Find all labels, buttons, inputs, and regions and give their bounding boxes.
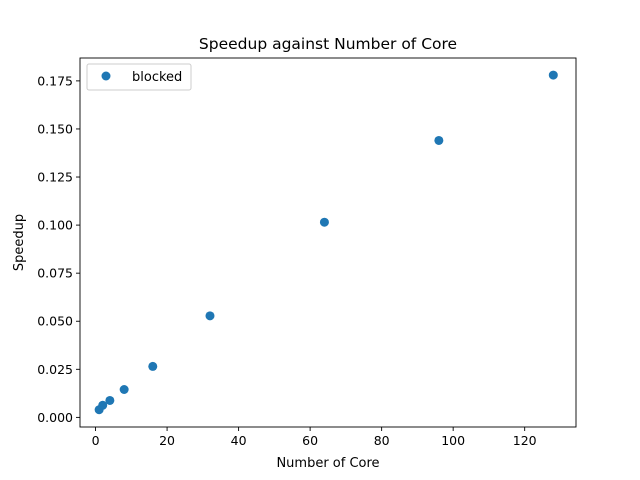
y-tick-label: 0.050 xyxy=(37,314,73,329)
y-axis-ticks: 0.000 0.025 0.050 0.075 0.100 0.125 0.150 0.175 xyxy=(37,73,80,425)
y-tick-label: 0.075 xyxy=(37,266,73,281)
y-tick-label: 0.025 xyxy=(37,362,73,377)
y-tick-label: 0.100 xyxy=(37,218,73,233)
x-tick-label: 100 xyxy=(441,433,465,448)
data-point xyxy=(105,395,115,405)
legend-marker-blocked xyxy=(101,71,111,81)
x-tick-label: 0 xyxy=(92,433,100,448)
x-tick-label: 20 xyxy=(159,433,175,448)
y-tick-label: 0.150 xyxy=(37,121,73,136)
y-tick-label: 0.175 xyxy=(37,73,73,88)
chart-title: Speedup against Number of Core xyxy=(199,35,457,53)
data-point xyxy=(119,385,129,395)
plot-frame xyxy=(79,57,577,428)
legend: blocked xyxy=(86,63,192,91)
x-tick-label: 120 xyxy=(513,433,537,448)
data-point xyxy=(148,361,158,371)
y-axis-label: Speedup xyxy=(12,214,27,271)
legend-box xyxy=(86,63,192,91)
x-tick-label: 40 xyxy=(231,433,247,448)
y-tick-label: 0.000 xyxy=(37,410,73,425)
y-tick-label: 0.125 xyxy=(37,170,73,185)
data-point xyxy=(548,70,558,80)
data-points xyxy=(94,70,558,415)
data-point xyxy=(319,217,329,227)
x-tick-label: 60 xyxy=(302,433,318,448)
data-point xyxy=(205,311,215,321)
x-axis-label: Number of Core xyxy=(276,456,379,471)
data-point xyxy=(98,400,108,410)
legend-label-blocked: blocked xyxy=(132,70,182,85)
data-point xyxy=(434,135,444,145)
x-axis-ticks: 0 20 40 60 80 100 120 xyxy=(92,427,537,448)
x-tick-label: 80 xyxy=(374,433,390,448)
